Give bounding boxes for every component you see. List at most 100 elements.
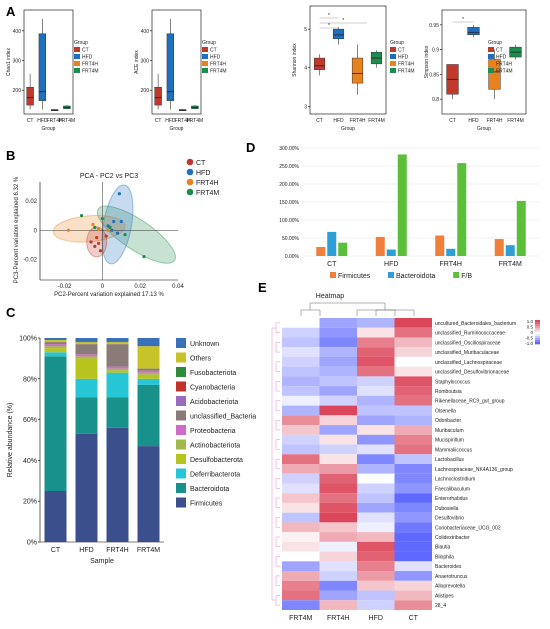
scale-step [535,320,540,323]
box-frt4h [488,59,501,90]
point-frt4h [91,222,95,227]
x-tick-label: FRT4H [486,118,502,124]
legend-label: Fusobacteriota [190,370,236,377]
bar-frt4h-0 [435,235,445,256]
legend-title: Group [74,40,88,46]
x-axis-label: PC2-Percent variation explained 17.13 % [54,292,164,298]
y-tick-label: -0.02 [23,258,37,264]
x-tick-label: 0 [101,284,105,290]
legend-dot [186,188,194,196]
heatmap-cell [394,444,432,455]
segment-unclassified_bacteria [106,344,129,367]
panel-label-a: A [6,4,16,19]
point-frt4m [100,216,104,221]
bar-ct-2 [338,242,348,256]
scale-tick-label: 1.0 [527,319,534,324]
y-axis-label: Chao1 index [6,47,12,76]
bar-hfd-2 [397,154,407,256]
row-dendrogram [271,322,280,606]
legend-swatch [176,352,186,363]
y-tick-label: 0% [27,540,37,547]
heatmap-cell [357,512,395,523]
heatmap-cell [394,590,432,601]
bar-frt4m-1 [505,245,515,256]
fb-bar-chart: 0.00% 50.00% 100.00% 150.00% 200.00% 250.00% 3… [279,146,540,280]
heatmap-cell [394,551,432,562]
heatmap-cell [282,347,320,357]
plot-frame [309,5,387,115]
segment-bacteroidota [106,397,129,428]
heatmap-cell [319,356,357,367]
heatmap-cell [357,590,395,601]
legend-swatch [176,410,186,421]
heatmap-cell [394,541,432,552]
x-axis-label: Group [477,126,491,132]
segment-actinobacteriota [106,368,129,371]
segment-desulfobacterota [44,348,67,353]
legend-label: FRT4H [82,62,98,68]
legend-label: Acidobacteriota [190,399,238,406]
bar-ct-0 [316,247,326,256]
heatmap-cell [282,405,320,416]
x-tick-label: -0.02 [58,284,72,290]
segment-unknown [44,338,67,341]
ellipse-ct [86,226,108,258]
legend-label: FRT4H [398,62,414,68]
row-label: unclassified_Oscillospiraceae [435,340,501,346]
legend-swatch [176,338,186,348]
bar-frt4h-1 [446,248,456,256]
scale-step [535,328,540,331]
legend-label: HFD [82,55,93,61]
row-label: Rikenellaceae_RC9_gut_group [435,399,505,405]
segment-unknown [137,338,160,347]
heatmap-cell [319,415,357,426]
x-tick-label: FRT4H [349,118,365,124]
heatmap-cell [282,434,320,445]
point-ct [95,235,99,240]
y-tick-label: 150.00% [279,200,299,206]
y-tick-label: 0.8 [432,97,439,103]
heatmap-cell [357,444,395,455]
scale-step [535,330,540,333]
scale-step [535,324,540,327]
y-tick-label: 5 [304,27,307,33]
y-tick-label: 100% [19,336,37,343]
segment-deferribacterota [44,352,67,357]
heatmap-cell [319,473,357,484]
row-label: Lachnospiraceae_NK4A136_group [435,467,513,473]
legend-swatch [176,367,186,377]
point-frt4h [106,228,110,232]
heatmap-cell [282,522,320,533]
point-hfd [119,219,123,224]
segment-bacteroidota [75,397,98,434]
heatmap-cell [394,386,432,396]
x-tick-label: CT [449,118,456,124]
y-tick-label: 400 [141,29,150,35]
legend-label: FRT4H [196,180,218,187]
y-tick-label: 0.95 [429,23,439,29]
row-label: Mammaliicoccus [435,447,472,453]
ellipse-hfd [101,184,134,265]
legend-label: Desulfobacterota [190,457,243,464]
y-tick-label: 0.00% [285,254,300,260]
legend-swatch [74,61,80,66]
heatmap-cell [394,405,432,416]
y-tick-label: 4 [304,66,307,72]
legend-label: FRT4M [82,69,99,75]
x-tick-label: CT [155,118,162,124]
panel-label-b: B [6,148,15,163]
heatmap-cell [357,415,395,426]
legend-label: F/B [461,273,472,280]
heatmap-cell [282,454,320,464]
x-tick-label: CT [316,118,323,124]
legend-label: Unknown [190,341,219,348]
heatmap-cell [282,366,320,377]
heatmap-cell [282,502,320,513]
heatmap-cell [394,347,432,357]
heatmap-cell [282,327,320,338]
heatmap-cell [357,561,395,572]
x-tick-label: FRT4M [368,118,385,124]
heatmap-cell [319,532,357,542]
